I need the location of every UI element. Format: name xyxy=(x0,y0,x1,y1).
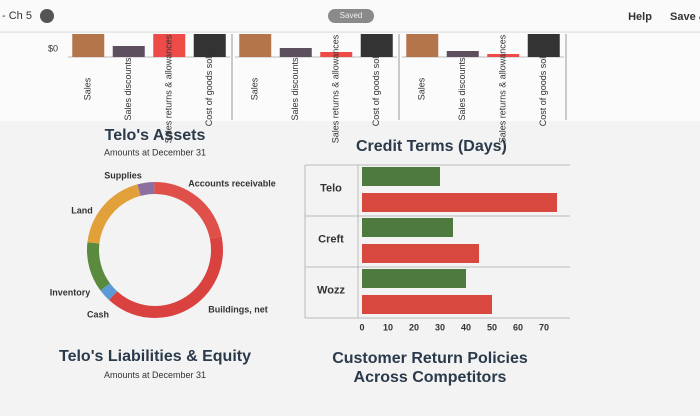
bar xyxy=(362,167,440,186)
slice-label: Land xyxy=(71,205,93,215)
x-tick-label: Cost of goods sold xyxy=(538,52,548,127)
assets-title: Telo's Assets xyxy=(105,127,206,144)
y-tick-label: Wozz xyxy=(317,284,345,296)
donut-slice xyxy=(108,236,224,318)
mini-chart xyxy=(235,34,397,58)
x-tick-label: Cost of goods sold xyxy=(204,52,214,127)
donut-slice xyxy=(100,283,118,301)
x-tick-label: Sales returns & allowances xyxy=(164,34,174,143)
bar xyxy=(527,34,560,57)
bar xyxy=(362,244,479,263)
slice-label: Accounts receivable xyxy=(188,178,276,188)
x-tick-label: Cost of goods sold xyxy=(371,52,381,127)
x-tick-label: 50 xyxy=(487,322,497,332)
x-tick-label: Sales returns & allowances xyxy=(498,34,508,143)
mini-chart xyxy=(68,34,230,58)
x-tick-label: Sales discounts xyxy=(123,57,133,121)
y-tick-label: $0 xyxy=(48,43,58,53)
slice-label: Buildings, net xyxy=(208,304,268,314)
x-tick-label: Sales xyxy=(83,77,93,100)
bar xyxy=(320,52,353,57)
section-title: Customer Return Policies Across Competit… xyxy=(332,350,528,386)
donut-slice xyxy=(87,242,111,291)
section-subtitle: Amounts at December 31 xyxy=(103,370,207,380)
x-tick-label: 0 xyxy=(359,322,364,332)
credit-title: Credit Terms (Days) xyxy=(356,138,507,155)
saved-pill xyxy=(328,9,374,23)
donut-slice xyxy=(137,182,155,196)
bar xyxy=(487,54,520,57)
slice-label: Supplies xyxy=(104,170,142,180)
bar xyxy=(153,34,186,57)
bar xyxy=(362,193,557,212)
y-tick-label: Telo xyxy=(320,182,342,194)
help-button[interactable]: Help xyxy=(628,11,652,23)
slice-label: Inventory xyxy=(50,287,91,297)
section-title: Telo's Liabilities & Equity xyxy=(59,348,251,365)
bar xyxy=(360,34,393,57)
x-tick-label: Sales discounts xyxy=(290,57,300,121)
bar xyxy=(362,295,492,314)
x-tick-label: 30 xyxy=(435,322,445,332)
y-tick-label: Creft xyxy=(318,233,344,245)
x-tick-label: Sales xyxy=(250,77,260,100)
bar xyxy=(406,34,439,57)
top-strip xyxy=(0,33,700,121)
save-button[interactable]: Save & xyxy=(670,11,700,23)
donut-slice xyxy=(154,182,222,239)
bar xyxy=(72,34,105,57)
mini-chart xyxy=(402,34,564,58)
saved-status: Saved xyxy=(340,11,363,20)
bar xyxy=(193,34,226,57)
donut-slice xyxy=(87,184,141,244)
bar xyxy=(279,48,312,57)
x-tick-label: 20 xyxy=(409,322,419,332)
x-tick-label: 40 xyxy=(461,322,471,332)
info-icon[interactable] xyxy=(40,9,54,23)
bar xyxy=(446,51,479,57)
chapter-label: - Ch 5 xyxy=(2,10,32,22)
x-tick-label: Sales xyxy=(417,77,427,100)
bar xyxy=(112,46,145,57)
x-tick-label: 60 xyxy=(513,322,523,332)
slice-label: Cash xyxy=(87,309,109,319)
x-tick-label: Sales discounts xyxy=(457,57,467,121)
bar xyxy=(362,218,453,237)
bar xyxy=(362,269,466,288)
x-tick-label: 70 xyxy=(539,322,549,332)
assets-subtitle: Amounts at December 31 xyxy=(104,147,206,157)
x-tick-label: 10 xyxy=(383,322,393,332)
bar xyxy=(239,34,272,57)
x-tick-label: Sales returns & allowances xyxy=(331,34,341,143)
